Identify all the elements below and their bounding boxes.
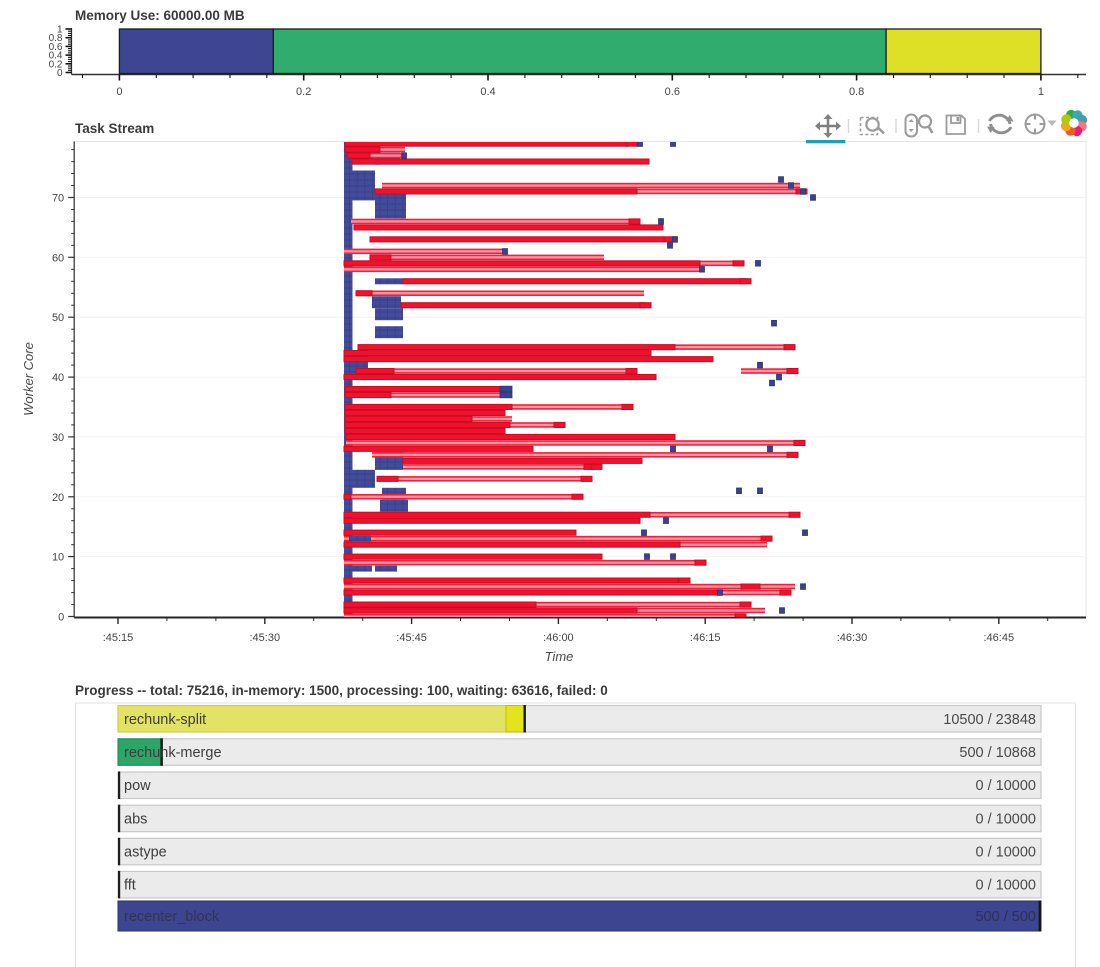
svg-text:10: 10: [52, 552, 64, 564]
svg-text:40: 40: [52, 372, 64, 384]
svg-text:rechunk-merge: rechunk-merge: [124, 745, 222, 761]
svg-text:0.2: 0.2: [49, 59, 63, 70]
svg-text:0 / 10000: 0 / 10000: [976, 845, 1036, 861]
svg-text:0: 0: [116, 86, 122, 98]
svg-text:0.4: 0.4: [480, 86, 495, 98]
svg-text:0 / 10000: 0 / 10000: [976, 812, 1036, 828]
svg-text:0.6: 0.6: [49, 42, 63, 53]
svg-text:Task Stream: Task Stream: [75, 121, 154, 136]
svg-text:1: 1: [1038, 86, 1044, 98]
svg-text:500 / 500: 500 / 500: [976, 909, 1036, 925]
svg-text::46:30: :46:30: [837, 632, 868, 644]
svg-text:0.6: 0.6: [665, 86, 680, 98]
svg-text:70: 70: [52, 193, 64, 205]
svg-text:Memory Use: 60000.00 MB: Memory Use: 60000.00 MB: [75, 8, 245, 23]
svg-text:Time: Time: [545, 649, 574, 664]
svg-text::46:45: :46:45: [984, 632, 1015, 644]
svg-text:0.2: 0.2: [296, 86, 311, 98]
svg-text::45:30: :45:30: [250, 632, 281, 644]
svg-text:0: 0: [58, 612, 64, 624]
svg-text:abs: abs: [124, 812, 147, 828]
svg-text:500 / 10868: 500 / 10868: [959, 745, 1036, 761]
svg-text:pow: pow: [124, 778, 151, 794]
svg-text:Worker Core: Worker Core: [21, 342, 36, 416]
svg-text:20: 20: [52, 492, 64, 504]
svg-text::45:45: :45:45: [396, 632, 427, 644]
svg-text::46:15: :46:15: [690, 632, 721, 644]
svg-text:0 / 10000: 0 / 10000: [976, 878, 1036, 894]
svg-text:fft: fft: [124, 878, 136, 894]
svg-text:recenter_block: recenter_block: [124, 909, 220, 925]
svg-text:astype: astype: [124, 845, 167, 861]
svg-text:1: 1: [57, 25, 63, 36]
svg-text:30: 30: [52, 432, 64, 444]
svg-text:0.8: 0.8: [849, 86, 864, 98]
svg-text:10500 / 23848: 10500 / 23848: [943, 712, 1036, 728]
svg-text:0.8: 0.8: [49, 33, 63, 44]
svg-text::45:15: :45:15: [103, 632, 134, 644]
svg-text::46:00: :46:00: [543, 632, 574, 644]
svg-text:0: 0: [57, 68, 63, 79]
svg-text:rechunk-split: rechunk-split: [124, 712, 206, 728]
svg-text:Progress -- total: 75216, in-m: Progress -- total: 75216, in-memory: 150…: [75, 683, 608, 698]
svg-text:0 / 10000: 0 / 10000: [976, 778, 1036, 794]
svg-text:50: 50: [52, 312, 64, 324]
svg-text:60: 60: [52, 252, 64, 264]
svg-text:0.4: 0.4: [49, 51, 63, 62]
